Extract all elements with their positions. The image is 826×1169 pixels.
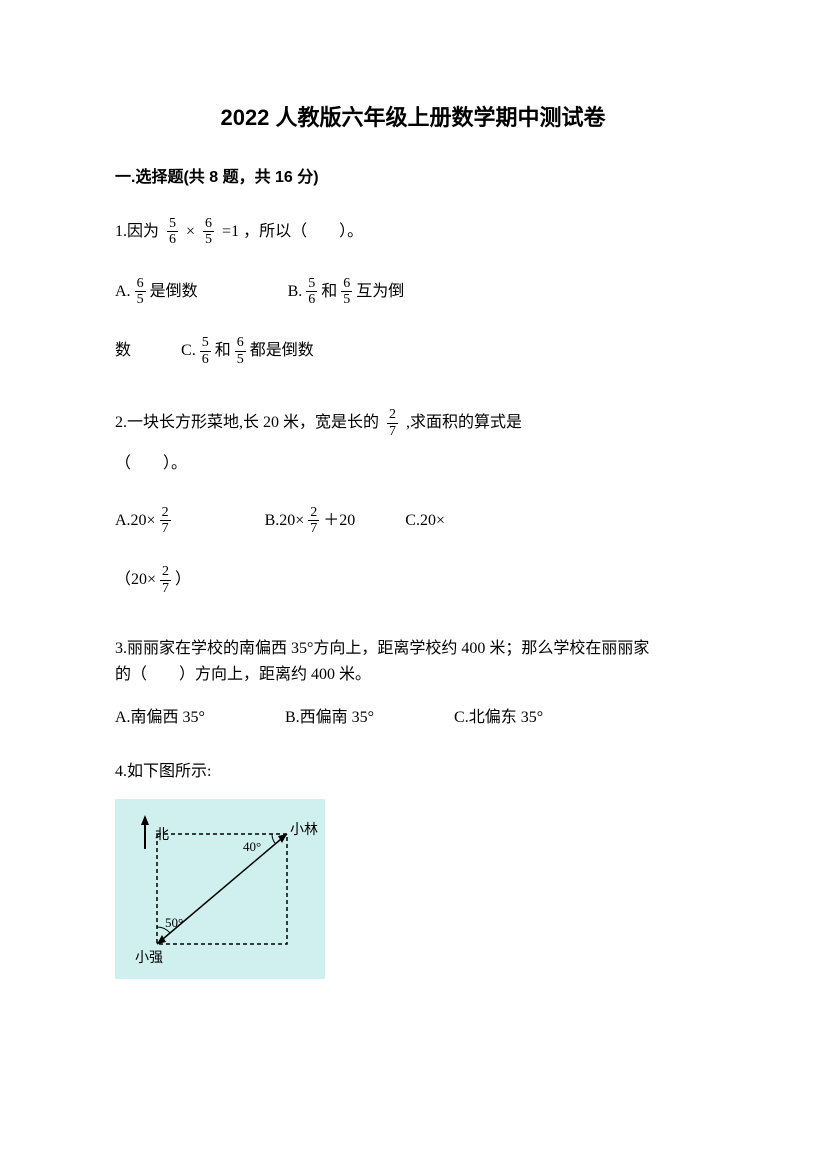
- q3-line2: 的（ ）方向上，距离约 400 米。: [115, 662, 711, 688]
- q1-option-b: B. 5 6 和 6 5 互为倒: [288, 276, 405, 308]
- q3-line1: 3.丽丽家在学校的南偏西 35°方向上，距离学校约 400 米；那么学校在丽丽家: [115, 636, 711, 662]
- q2-options: A.20× 2 7 B.20× 2 7 ＋20 C.20×: [115, 505, 711, 537]
- question-4: 4.如下图所示: 北 40° 50° 小林 小强: [115, 759, 711, 980]
- q2-option-b: B.20× 2 7 ＋20: [265, 505, 356, 537]
- svg-text:40°: 40°: [243, 839, 261, 854]
- q1-suffix: =1 ，所以（ ）。: [222, 219, 363, 245]
- q2-option-a: A.20× 2 7: [115, 505, 175, 537]
- question-1: 1.因为 5 6 × 6 5 =1 ，所以（ ）。 A. 6 5 是倒数 B. …: [115, 216, 711, 367]
- q1-stem: 1.因为 5 6 × 6 5 =1 ，所以（ ）。: [115, 216, 711, 248]
- q3-options: A.南偏西 35° B.西偏南 35° C.北偏东 35°: [115, 705, 711, 731]
- fraction-2-7: 2 7: [387, 407, 398, 439]
- fraction: 5 6: [306, 276, 317, 308]
- fraction: 2 7: [160, 505, 171, 537]
- q2-blank: （ ）。: [115, 451, 711, 477]
- q4-diagram: 北 40° 50° 小林 小强: [115, 799, 325, 979]
- q3-option-b: B.西偏南 35°: [285, 705, 374, 731]
- q1-continuation: 数 C. 5 6 和 6 5 都是倒数: [115, 335, 711, 367]
- svg-text:小强: 小强: [135, 950, 163, 966]
- q3-option-c: C.北偏东 35°: [454, 705, 543, 731]
- fraction-5-6: 5 6: [167, 216, 178, 248]
- section-header: 一.选择题(共 8 题，共 16 分): [115, 165, 711, 191]
- q2-stem: 2.一块长方形菜地,长 20 米，宽是长的 2 7 ,求面积的算式是: [115, 407, 711, 439]
- fraction: 6 5: [135, 276, 146, 308]
- q1-option-c: C. 5 6 和 6 5 都是倒数: [181, 335, 314, 367]
- q1-option-a: A. 6 5 是倒数: [115, 276, 198, 308]
- fraction: 5 6: [200, 335, 211, 367]
- question-3: 3.丽丽家在学校的南偏西 35°方向上，距离学校约 400 米；那么学校在丽丽家…: [115, 636, 711, 731]
- fraction: 2 7: [160, 564, 171, 596]
- direction-diagram-svg: 北 40° 50° 小林 小强: [115, 799, 325, 979]
- page-title: 2022 人教版六年级上册数学期中测试卷: [115, 100, 711, 135]
- q4-text: 4.如下图所示:: [115, 759, 711, 785]
- q1-options: A. 6 5 是倒数 B. 5 6 和 6 5 互为倒: [115, 276, 711, 308]
- svg-text:50°: 50°: [165, 915, 183, 930]
- q1-prefix: 1.因为: [115, 219, 159, 245]
- fraction: 6 5: [235, 335, 246, 367]
- fraction: 6 5: [341, 276, 352, 308]
- times-symbol: ×: [186, 219, 195, 245]
- q3-option-a: A.南偏西 35°: [115, 705, 205, 731]
- q2-continuation: （20× 2 7 ）: [115, 564, 711, 596]
- fraction-6-5: 6 5: [203, 216, 214, 248]
- q2-option-c: C.20×: [405, 508, 445, 534]
- fraction: 2 7: [308, 505, 319, 537]
- svg-text:小林: 小林: [290, 822, 318, 838]
- question-2: 2.一块长方形菜地,长 20 米，宽是长的 2 7 ,求面积的算式是 （ ）。 …: [115, 407, 711, 596]
